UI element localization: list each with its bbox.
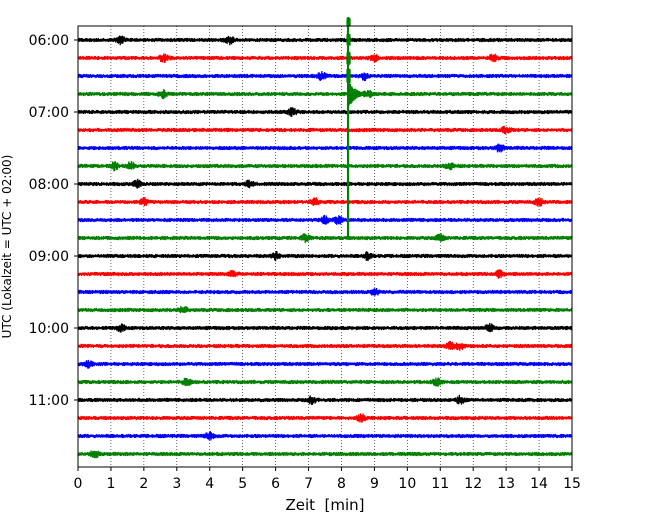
trace-row bbox=[77, 251, 573, 262]
x-tick-label: 10 bbox=[398, 476, 416, 492]
x-axis-label: Zeit [min] bbox=[285, 496, 364, 514]
seismic-event bbox=[346, 17, 378, 240]
x-axis: 0 1 2 3 4 5 6 7 8 9 10 11 12 13 14 15 bbox=[74, 467, 581, 492]
trace-row bbox=[77, 322, 573, 333]
y-tick-label: 10:00 bbox=[29, 321, 69, 337]
trace-row bbox=[77, 394, 573, 405]
trace-row bbox=[77, 70, 573, 82]
x-tick-label: 5 bbox=[238, 476, 247, 492]
x-tick-label: 9 bbox=[370, 476, 379, 492]
trace-row bbox=[77, 53, 573, 64]
trace-row bbox=[77, 233, 573, 244]
trace-row bbox=[77, 178, 573, 189]
x-tick-label: 3 bbox=[172, 476, 181, 492]
y-tick-label: 07:00 bbox=[29, 105, 69, 121]
x-tick-label: 7 bbox=[304, 476, 313, 492]
event-coda bbox=[347, 80, 378, 106]
event-overlap bbox=[346, 51, 351, 65]
trace-row bbox=[77, 160, 573, 172]
event-overlap bbox=[346, 17, 351, 27]
plot-frame bbox=[77, 25, 573, 468]
trace-row bbox=[77, 89, 573, 100]
trace-row bbox=[77, 196, 573, 207]
y-axis-label: UTC (Lokalzeit = UTC + 02:00) bbox=[0, 155, 14, 339]
x-tick-label: 0 bbox=[74, 476, 83, 492]
x-tick-label: 1 bbox=[106, 476, 115, 492]
event-overlap bbox=[346, 68, 351, 84]
trace-row bbox=[77, 306, 573, 314]
trace-row bbox=[77, 287, 573, 296]
x-tick-label: 14 bbox=[530, 476, 548, 492]
y-tick-label: 06:00 bbox=[29, 33, 69, 49]
traces bbox=[77, 35, 573, 459]
trace-row bbox=[77, 450, 573, 459]
x-tick-label: 11 bbox=[431, 476, 449, 492]
x-tick-label: 15 bbox=[563, 476, 581, 492]
x-tick-label: 2 bbox=[139, 476, 148, 492]
y-tick-label: 11:00 bbox=[29, 393, 69, 409]
x-tick-label: 4 bbox=[205, 476, 214, 492]
event-overlap bbox=[346, 34, 351, 46]
x-tick-label: 6 bbox=[271, 476, 280, 492]
trace-row bbox=[77, 35, 573, 46]
y-tick-label: 08:00 bbox=[29, 177, 69, 193]
x-tick-label: 13 bbox=[497, 476, 515, 492]
trace-row bbox=[77, 340, 573, 351]
y-tick-label: 09:00 bbox=[29, 249, 69, 265]
trace-row bbox=[77, 143, 573, 153]
trace-row bbox=[77, 269, 573, 279]
trace-row bbox=[77, 377, 573, 387]
x-tick-label: 8 bbox=[337, 476, 346, 492]
trace-row bbox=[77, 214, 573, 225]
y-axis: 06:00 07:00 08:00 09:00 10:00 11:00 bbox=[29, 33, 78, 409]
x-tick-label: 12 bbox=[464, 476, 482, 492]
trace-row bbox=[77, 107, 573, 117]
trace-row bbox=[77, 413, 573, 423]
trace-row bbox=[77, 431, 573, 441]
trace-row bbox=[77, 125, 573, 135]
trace-row bbox=[77, 359, 573, 369]
